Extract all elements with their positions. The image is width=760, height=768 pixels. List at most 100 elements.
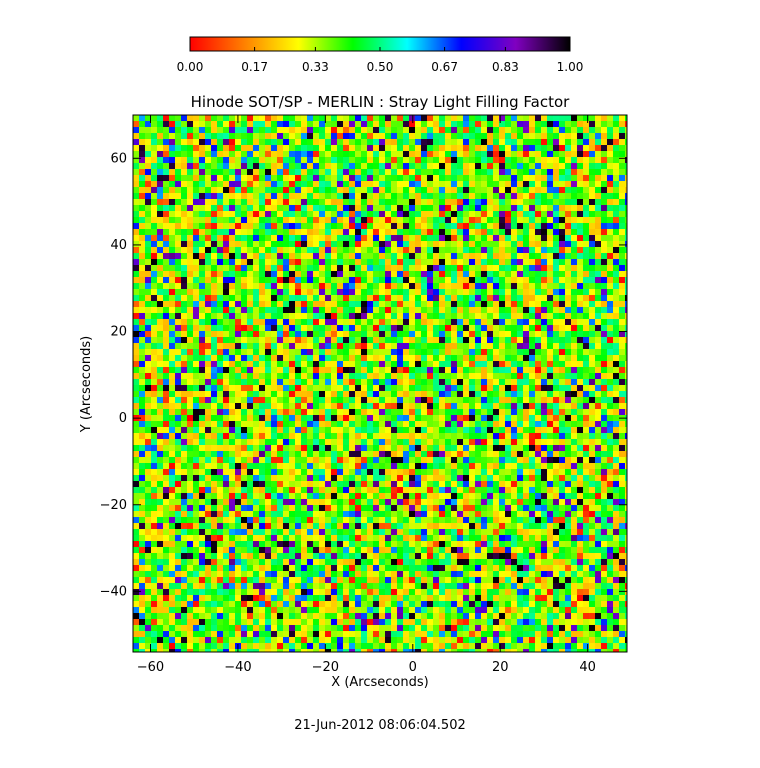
heatmap-cell (541, 289, 547, 295)
heatmap-cell (373, 139, 379, 145)
heatmap-cell (553, 445, 559, 451)
heatmap-cell (505, 151, 511, 157)
heatmap-cell (163, 157, 169, 163)
heatmap-cell (445, 463, 451, 469)
heatmap-cell (265, 193, 271, 199)
heatmap-cell (229, 187, 235, 193)
heatmap-cell (583, 247, 589, 253)
heatmap-cell (403, 421, 409, 427)
heatmap-cell (601, 451, 607, 457)
heatmap-cell (451, 421, 457, 427)
heatmap-cell (253, 217, 259, 223)
heatmap-cell (295, 241, 301, 247)
heatmap-cell (583, 127, 589, 133)
heatmap-cell (517, 319, 523, 325)
heatmap-cell (217, 199, 223, 205)
heatmap-cell (487, 439, 493, 445)
heatmap-cell (235, 325, 241, 331)
heatmap-cell (337, 163, 343, 169)
heatmap-cell (595, 235, 601, 241)
heatmap-cell (283, 199, 289, 205)
heatmap-cell (271, 385, 277, 391)
heatmap-cell (445, 253, 451, 259)
heatmap-cell (433, 229, 439, 235)
heatmap-cell (205, 427, 211, 433)
heatmap-cell (181, 361, 187, 367)
heatmap-cell (145, 415, 151, 421)
heatmap-cell (289, 205, 295, 211)
heatmap-cell (289, 451, 295, 457)
heatmap-cell (217, 151, 223, 157)
heatmap-cell (625, 139, 627, 145)
heatmap-cell (229, 319, 235, 325)
heatmap-cell (331, 385, 337, 391)
heatmap-cell (319, 115, 325, 121)
heatmap-cell (205, 127, 211, 133)
heatmap-cell (565, 367, 571, 373)
heatmap-cell (433, 319, 439, 325)
heatmap-cell (337, 211, 343, 217)
heatmap-cell (529, 445, 535, 451)
heatmap-cell (619, 133, 625, 139)
heatmap-cell (325, 295, 331, 301)
heatmap-cell (343, 199, 349, 205)
heatmap-cell (457, 271, 463, 277)
heatmap-cell (241, 295, 247, 301)
heatmap-cell (373, 439, 379, 445)
heatmap-cell (397, 169, 403, 175)
heatmap-cell (475, 127, 481, 133)
heatmap-cell (367, 205, 373, 211)
heatmap-cell (391, 163, 397, 169)
heatmap-cell (583, 199, 589, 205)
heatmap-cell (541, 349, 547, 355)
heatmap-cell (307, 217, 313, 223)
heatmap-cell (151, 229, 157, 235)
heatmap-cell (505, 451, 511, 457)
heatmap-cell (535, 211, 541, 217)
heatmap-cell (271, 175, 277, 181)
heatmap-cell (595, 331, 601, 337)
heatmap-cell (487, 421, 493, 427)
heatmap-cell (175, 211, 181, 217)
heatmap-cell (241, 187, 247, 193)
heatmap-cell (493, 223, 499, 229)
heatmap-cell (379, 331, 385, 337)
heatmap-cell (511, 403, 517, 409)
heatmap-cell (529, 403, 535, 409)
heatmap-cell (439, 343, 445, 349)
heatmap-cell (403, 439, 409, 445)
heatmap-cell (289, 199, 295, 205)
heatmap-cell (235, 223, 241, 229)
heatmap-cell (583, 439, 589, 445)
heatmap-cell (391, 469, 397, 475)
heatmap-cell (271, 427, 277, 433)
heatmap-cell (439, 457, 445, 463)
heatmap-cell (325, 247, 331, 253)
heatmap-cell (367, 457, 373, 463)
heatmap-cell (355, 469, 361, 475)
heatmap-cell (295, 271, 301, 277)
heatmap-cell (439, 349, 445, 355)
heatmap-cell (457, 175, 463, 181)
heatmap-cell (283, 319, 289, 325)
heatmap-cell (295, 235, 301, 241)
heatmap-cell (523, 361, 529, 367)
heatmap-cell (355, 343, 361, 349)
heatmap-cell (595, 457, 601, 463)
heatmap-cell (385, 373, 391, 379)
heatmap-cell (139, 385, 145, 391)
heatmap-cell (235, 151, 241, 157)
heatmap-cell (493, 415, 499, 421)
heatmap-cell (193, 121, 199, 127)
heatmap-cell (505, 397, 511, 403)
heatmap-cell (577, 283, 583, 289)
heatmap-cell (403, 139, 409, 145)
heatmap-cell (457, 415, 463, 421)
heatmap-cell (487, 349, 493, 355)
heatmap-cell (337, 259, 343, 265)
heatmap-cell (391, 421, 397, 427)
heatmap-cell (349, 463, 355, 469)
heatmap-cell (595, 259, 601, 265)
heatmap-cell (439, 469, 445, 475)
heatmap-cell (505, 337, 511, 343)
